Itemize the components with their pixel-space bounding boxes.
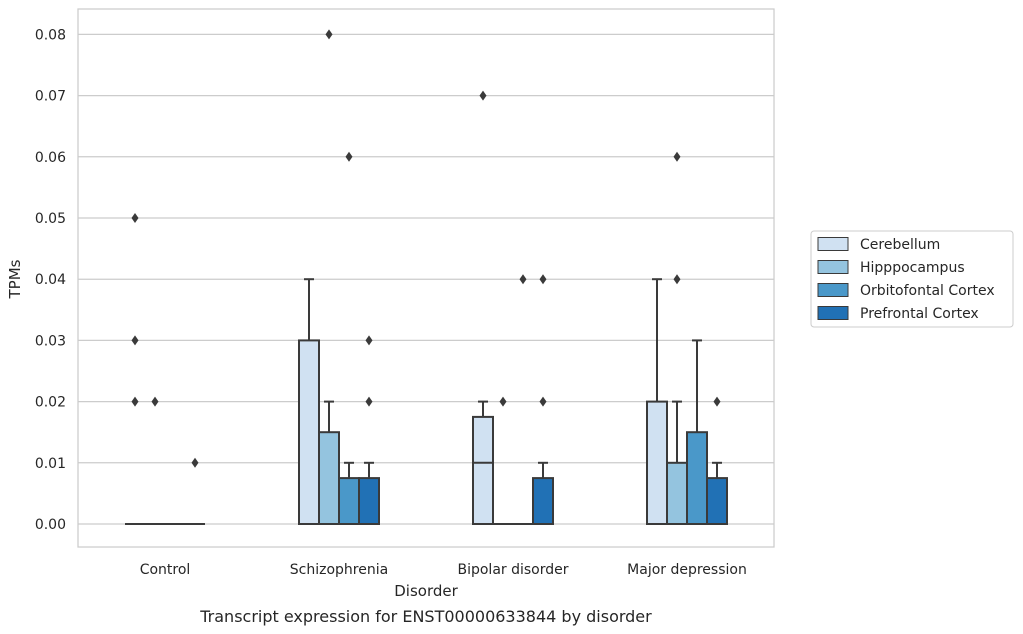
legend-label: Hipppocampus (860, 260, 965, 276)
y-tick-label: 0.03 (35, 333, 66, 349)
outlier-point (365, 335, 373, 346)
legend-item: Cerebellum (817, 237, 940, 253)
legend-item: Prefrontal Cortex (817, 306, 979, 322)
y-tick-label: 0.06 (35, 150, 66, 166)
x-tick-label: Control (140, 562, 191, 578)
outlier-point (365, 396, 373, 407)
box (686, 431, 708, 526)
legend-label: Prefrontal Cortex (860, 306, 979, 322)
category-group (472, 90, 554, 526)
grid-lines (78, 33, 774, 525)
box (318, 431, 340, 526)
legend-frame (810, 230, 1014, 328)
legend-swatch (817, 260, 849, 274)
y-tick-label: 0.02 (35, 395, 66, 411)
plot-frame (77, 8, 775, 548)
chart-caption: Transcript expression for ENST0000063384… (199, 607, 652, 626)
outlier-point (131, 335, 139, 346)
x-tick-label: Bipolar disorder (457, 562, 568, 578)
outlier-point (499, 396, 507, 407)
box-groups (125, 29, 728, 526)
legend-swatch (817, 237, 849, 251)
box (298, 339, 320, 525)
y-tick-label: 0.04 (35, 272, 66, 288)
legend-item: Orbitofontal Cortex (817, 283, 995, 299)
outlier-point (673, 274, 681, 285)
outlier-point (131, 213, 139, 223)
outlier-point (345, 151, 353, 162)
outlier-point (713, 396, 721, 407)
legend-label: Cerebellum (860, 237, 940, 253)
y-tick-label: 0.08 (35, 27, 66, 43)
y-tick-label: 0.00 (35, 517, 66, 533)
box (706, 477, 728, 526)
legend-swatch (817, 306, 849, 320)
category-group (125, 213, 205, 525)
outlier-point (151, 396, 159, 407)
legend-swatch (817, 283, 849, 297)
outlier-point (539, 396, 547, 407)
x-tick-labels: Control Schizophrenia Bipolar disorder Majo… (140, 562, 747, 578)
legend-item: Hipppocampus (817, 260, 965, 276)
y-tick-label: 0.05 (35, 211, 66, 227)
box (666, 461, 688, 525)
legend: Cerebellum Hipppocampus Orbitofontal Corte… (810, 230, 1014, 328)
y-axis-title: TPMs (6, 259, 24, 299)
outlier-point (539, 274, 547, 285)
x-tick-label: Major depression (627, 562, 747, 578)
outlier-point (191, 457, 199, 468)
x-axis-title: Disorder (394, 582, 458, 600)
outlier-point (673, 151, 681, 162)
outlier-point (479, 90, 487, 101)
category-group (298, 29, 380, 526)
outlier-point (325, 29, 333, 40)
y-tick-label: 0.07 (35, 89, 66, 105)
box (338, 477, 360, 526)
box (358, 477, 380, 526)
outlier-point (519, 274, 527, 285)
y-tick-label: 0.01 (35, 456, 66, 472)
category-group (646, 151, 728, 526)
box (532, 477, 554, 526)
outlier-point (131, 396, 139, 407)
legend-label: Orbitofontal Cortex (860, 283, 995, 299)
box (646, 400, 668, 526)
x-tick-label: Schizophrenia (290, 562, 388, 578)
legend-items: Cerebellum Hipppocampus Orbitofontal Corte… (817, 237, 995, 322)
box (472, 415, 494, 525)
y-tick-labels: 0.00 0.01 0.02 0.03 0.04 0.05 0.06 0.07 0.08 (35, 27, 66, 533)
